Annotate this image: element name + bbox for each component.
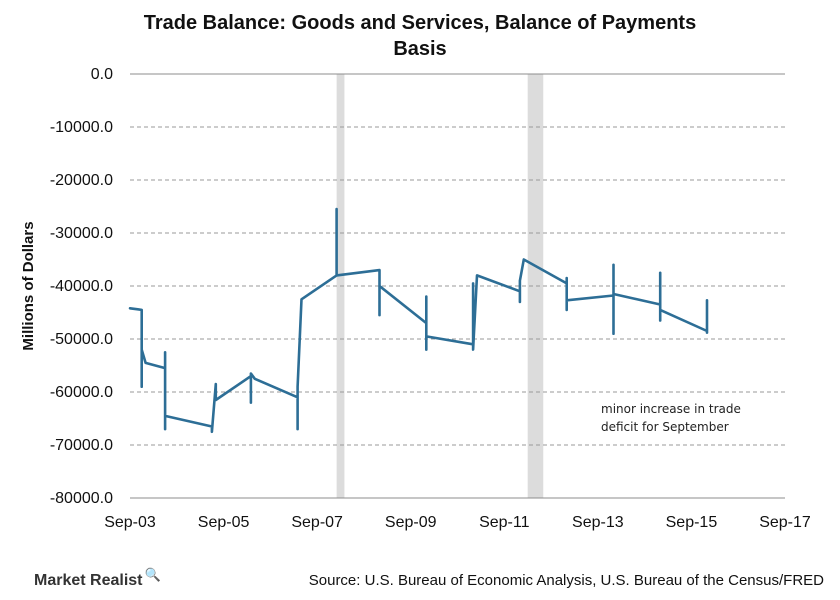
- x-tick-label-2: Sep-05: [198, 514, 250, 531]
- logo-text: Market Realist: [34, 572, 143, 589]
- y-tick-label-6: -50000.0: [50, 331, 113, 348]
- x-tick-labels-group: Sep-03 Sep-05 Sep-07 Sep-09 Sep-11 Sep-13 Sep-…: [104, 514, 811, 531]
- magnifier-icon: 🔍: [144, 567, 161, 582]
- y-tick-label-5: -40000.0: [50, 278, 113, 295]
- y-tick-label-2: -10000.0: [50, 119, 113, 136]
- market-realist-logo: Market Realist 🔍: [34, 567, 161, 590]
- y-tick-label-1: 0.0: [91, 66, 113, 83]
- chart-title: Trade Balance: Goods and Services, Balan…: [0, 10, 840, 62]
- y-tick-label-7: -60000.0: [50, 384, 113, 401]
- annotation-line-2: deficit for September: [601, 420, 729, 434]
- chart-title-line-2: Basis: [393, 38, 447, 60]
- y-tick-label-8: -70000.0: [50, 437, 113, 454]
- series-line-1: [128, 207, 709, 434]
- annotation-line-1: minor increase in trade: [601, 402, 741, 416]
- x-tick-label-7: Sep-15: [666, 514, 718, 531]
- y-tick-label-9: -80000.0: [50, 490, 113, 507]
- x-tick-label-4: Sep-09: [385, 514, 437, 531]
- source-note: Source: U.S. Bureau of Economic Analysis…: [308, 572, 824, 589]
- chart-title-line-1: Trade Balance: Goods and Services, Balan…: [143, 12, 697, 34]
- y-tick-label-4: -30000.0: [50, 225, 113, 242]
- x-tick-label-8: Sep-17: [759, 514, 811, 531]
- gridlines-group: [130, 73, 785, 499]
- x-tick-label-3: Sep-07: [291, 514, 343, 531]
- y-axis-label: Millions of Dollars: [20, 221, 37, 350]
- x-tick-label-5: Sep-11: [479, 514, 530, 531]
- x-tick-label-6: Sep-13: [572, 514, 624, 531]
- y-tick-label-3: -20000.0: [50, 172, 113, 189]
- y-tick-labels-group: 0.0 -10000.0 -20000.0 -30000.0 -40000.0 -5000…: [50, 66, 113, 507]
- series-group: [128, 207, 709, 434]
- x-tick-label-1: Sep-03: [104, 514, 156, 531]
